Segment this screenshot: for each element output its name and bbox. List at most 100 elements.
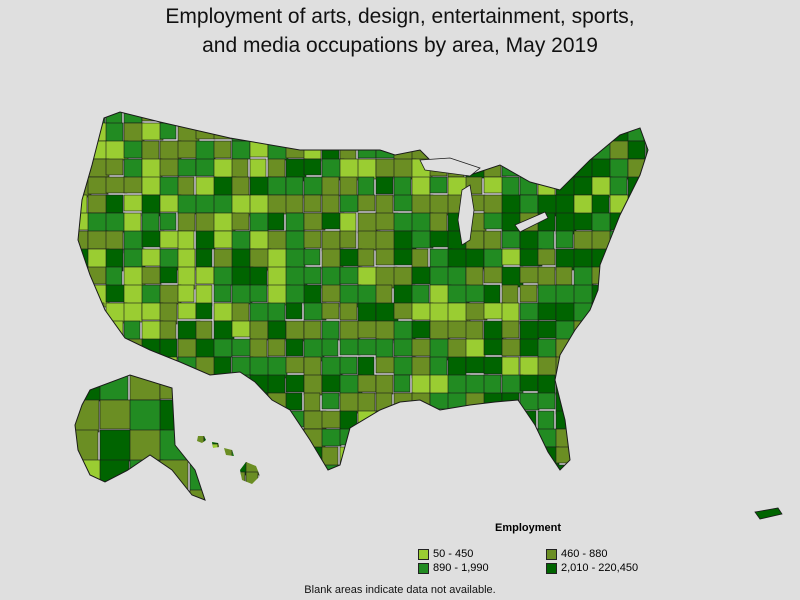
area-cell: [519, 464, 539, 470]
area-cell: [429, 112, 453, 124]
area-cell: [519, 428, 540, 451]
area-cell: [591, 410, 610, 429]
area-cell: [501, 464, 523, 470]
area-cell: [357, 158, 377, 180]
area-cell: [609, 284, 628, 306]
area-cell: [519, 338, 540, 357]
area-cell: [591, 446, 610, 464]
area-cell: [537, 356, 558, 378]
area-cell: [393, 176, 412, 198]
legend-swatch-1: [418, 548, 429, 560]
area-cell: [627, 320, 647, 341]
area-cell: [501, 112, 521, 127]
area-cell: [411, 122, 432, 142]
area-cell: [501, 410, 524, 430]
area-cell: [501, 338, 522, 357]
area-cell: [465, 338, 486, 358]
area-cell: [267, 464, 290, 470]
area-cell: [393, 302, 415, 320]
area-cell: [267, 212, 285, 231]
area-cell: [75, 375, 103, 402]
area-cell: [411, 112, 431, 126]
area-cell: [519, 112, 543, 128]
area-cell: [78, 284, 91, 307]
area-cell: [645, 374, 648, 393]
area-cell: [259, 443, 260, 461]
area-cell: [339, 302, 358, 321]
area-cell: [609, 302, 631, 324]
area-cell: [303, 320, 322, 340]
area-cell: [339, 112, 362, 125]
area-cell: [447, 410, 467, 431]
area-cell: [285, 302, 303, 320]
area-cell: [285, 122, 304, 143]
area-cell: [87, 302, 105, 325]
area-cell: [303, 392, 321, 412]
area-cell: [627, 446, 648, 469]
area-cell: [465, 320, 484, 342]
area-cell: [321, 338, 339, 357]
area-cell: [285, 212, 305, 232]
area-cell: [249, 112, 271, 124]
area-cell: [465, 248, 485, 270]
area-cell: [177, 410, 197, 432]
area-cell: [87, 112, 106, 125]
area-cell: [591, 464, 609, 470]
area-cell: [411, 338, 433, 357]
area-cell: [465, 410, 486, 431]
area-cell: [609, 112, 627, 124]
area-cell: [285, 446, 304, 469]
area-cell: [249, 428, 271, 446]
area-cell: [357, 112, 379, 124]
area-cell: [627, 464, 648, 470]
area-cell: [501, 176, 520, 197]
area-cell: [105, 230, 124, 251]
area-cell: [591, 176, 613, 198]
area-cell: [429, 212, 448, 234]
area-cell: [177, 302, 197, 320]
area-cell: [303, 374, 323, 396]
area-cell: [129, 375, 161, 401]
area-cell: [129, 429, 165, 462]
area-cell: [573, 338, 591, 360]
area-cell: [303, 230, 322, 249]
area-cell: [141, 140, 160, 162]
area-cell: [483, 464, 505, 470]
area-cell: [267, 176, 287, 196]
area-cell: [465, 428, 488, 450]
area-cell: [519, 140, 541, 159]
area-cell: [195, 320, 213, 341]
area-cell: [519, 302, 540, 321]
area-cell: [195, 410, 218, 428]
area-cell: [321, 284, 342, 303]
lake-michigan: [457, 184, 475, 246]
area-cell: [249, 212, 269, 232]
area-cell: [213, 410, 234, 429]
area-cell: [429, 194, 450, 216]
area-cell: [321, 320, 340, 341]
area-cell: [555, 140, 575, 161]
area-cell: [303, 266, 322, 285]
area-cell: [231, 320, 251, 338]
area-cell: [537, 392, 556, 410]
area-cell: [627, 230, 645, 252]
area-cell: [591, 320, 612, 341]
area-cell: [339, 356, 358, 375]
area-cell: [213, 302, 234, 322]
area-cell: [285, 230, 306, 252]
area-cell: [87, 176, 109, 195]
area-cell: [339, 212, 357, 233]
area-cell: [159, 176, 180, 197]
area-cell: [129, 399, 162, 435]
area-cell: [204, 486, 218, 502]
area-cell: [303, 158, 322, 176]
area-cell: [591, 428, 614, 450]
area-cell: [285, 374, 305, 393]
area-cell: [321, 112, 339, 128]
area-cell: [591, 158, 612, 178]
legend-label-2: 460 - 880: [561, 548, 608, 560]
area-cell: [519, 266, 541, 284]
area-cell: [195, 266, 215, 285]
area-cell: [375, 122, 393, 140]
